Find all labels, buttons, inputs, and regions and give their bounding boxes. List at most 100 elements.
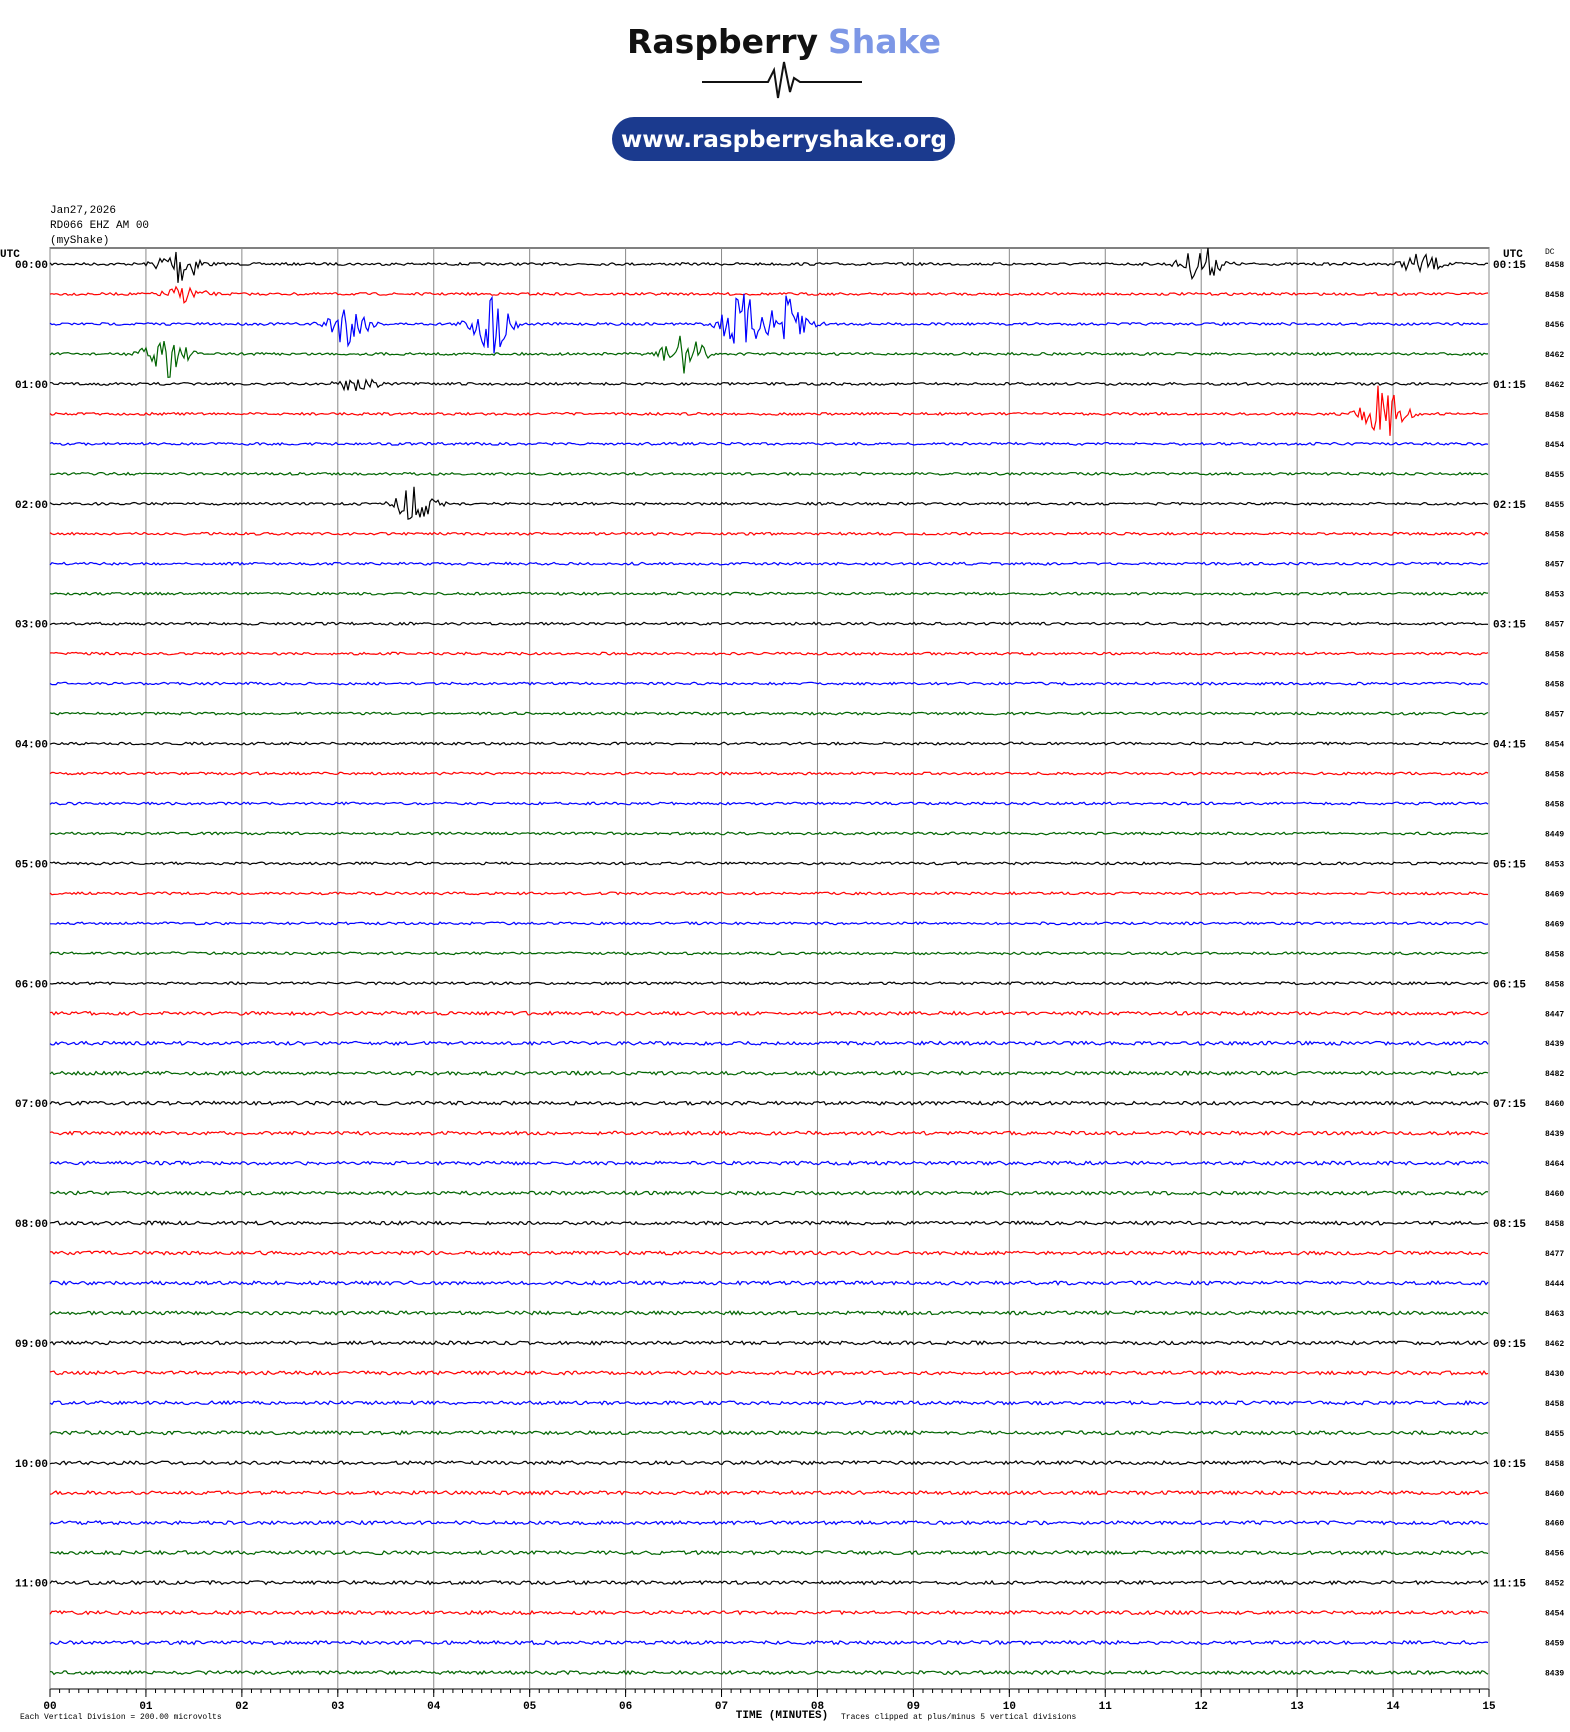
dc-value: 8456 <box>1545 321 1564 330</box>
trace <box>49 1130 1489 1136</box>
trace <box>49 711 1489 716</box>
trace <box>49 1400 1489 1406</box>
row-time-right: 10:15 <box>1493 1459 1526 1471</box>
row-time-right: 00:15 <box>1493 260 1526 272</box>
owner: (myShake) <box>50 235 109 247</box>
trace <box>49 1010 1489 1017</box>
x-axis-label: TIME (MINUTES) <box>736 1710 828 1722</box>
row-time-left: 07:00 <box>15 1099 48 1111</box>
dc-value: 8460 <box>1545 1490 1564 1499</box>
trace <box>49 891 1489 896</box>
row-time-left: 10:00 <box>15 1459 48 1471</box>
trace <box>49 591 1489 596</box>
logo-wave <box>702 61 862 99</box>
row-time-left: 01:00 <box>15 380 48 392</box>
trace <box>49 247 1489 283</box>
brand-light: Shake <box>828 22 941 61</box>
dc-value: 8457 <box>1545 711 1564 720</box>
x-tick-label: 13 <box>1291 1701 1305 1713</box>
trace <box>49 1250 1489 1256</box>
row-time-right: 01:15 <box>1493 380 1526 392</box>
brand: Raspberry Shake <box>627 22 941 61</box>
dc-value: 8464 <box>1545 1160 1564 1169</box>
trace <box>49 1310 1489 1316</box>
right-title: UTC <box>1503 249 1523 261</box>
trace <box>49 1220 1489 1226</box>
trace <box>49 1609 1489 1616</box>
dc-value: 8458 <box>1545 651 1564 660</box>
trace <box>49 1459 1489 1466</box>
row-time-left: 06:00 <box>15 979 48 991</box>
trace <box>49 1369 1489 1376</box>
trace <box>49 981 1489 986</box>
left-title: UTC <box>0 249 20 261</box>
dc-value: 8458 <box>1545 980 1564 989</box>
dc-value: 8458 <box>1545 1400 1564 1409</box>
dc-value: 8455 <box>1545 471 1564 480</box>
trace <box>49 285 1489 304</box>
trace <box>49 861 1489 866</box>
station: RD066 EHZ AM 00 <box>50 220 149 232</box>
trace <box>49 1340 1489 1346</box>
url: www.raspberryshake.org <box>621 127 947 153</box>
x-tick-label: 01 <box>139 1701 153 1713</box>
row-time-right: 04:15 <box>1493 740 1526 752</box>
row-time-right: 08:15 <box>1493 1219 1526 1231</box>
trace <box>49 1519 1489 1526</box>
row-time-right: 09:15 <box>1493 1339 1526 1351</box>
x-tick-label: 05 <box>523 1701 537 1713</box>
plot-frame <box>49 247 1490 1690</box>
dc-value: 8458 <box>1545 681 1564 690</box>
trace <box>49 1639 1489 1646</box>
dc-value: 8458 <box>1545 1220 1564 1229</box>
trace <box>49 1489 1489 1496</box>
dc-value: 8458 <box>1545 800 1564 809</box>
dc-value: 8454 <box>1545 1610 1564 1619</box>
dc-value: 8469 <box>1545 890 1564 899</box>
dc-value: 8458 <box>1545 291 1564 300</box>
clip-note: Traces clipped at plus/minus 5 vertical … <box>841 1713 1076 1722</box>
dc-value: 8454 <box>1545 741 1564 750</box>
row-time-left: 05:00 <box>15 859 48 871</box>
trace <box>49 1579 1489 1586</box>
trace <box>49 771 1489 776</box>
x-tick-label: 12 <box>1195 1701 1208 1713</box>
dc-value: 8462 <box>1545 1340 1564 1349</box>
row-time-right: 07:15 <box>1493 1099 1526 1111</box>
x-tick-label: 15 <box>1482 1701 1496 1713</box>
brand-dark: Raspberry <box>627 22 818 61</box>
dc-value: 8462 <box>1545 381 1564 390</box>
trace <box>49 293 1489 354</box>
trace <box>49 1280 1489 1286</box>
date: Jan27,2026 <box>50 205 116 217</box>
row-time-right: 05:15 <box>1493 859 1526 871</box>
dc-value: 8449 <box>1545 830 1564 839</box>
dc-value: 8457 <box>1545 561 1564 570</box>
trace <box>49 651 1489 656</box>
row-time-left: 02:00 <box>15 500 48 512</box>
row-time-left: 03:00 <box>15 620 48 632</box>
dc-value: 8482 <box>1545 1070 1564 1079</box>
url-pill <box>612 117 955 161</box>
trace <box>49 441 1489 446</box>
dc-value: 8458 <box>1545 950 1564 959</box>
trace <box>49 1669 1489 1676</box>
row-time-left: 00:00 <box>15 260 48 272</box>
trace <box>49 1160 1489 1167</box>
x-tick-label: 09 <box>907 1701 920 1713</box>
trace <box>49 831 1489 836</box>
row-time-right: 02:15 <box>1493 500 1526 512</box>
x-tick-label: 02 <box>235 1701 248 1713</box>
trace <box>49 801 1489 806</box>
dc-value: 8457 <box>1545 621 1564 630</box>
row-time-left: 09:00 <box>15 1339 48 1351</box>
trace <box>49 1070 1489 1077</box>
trace <box>49 1190 1489 1196</box>
dc-value: 8430 <box>1545 1370 1564 1379</box>
dc-value: 8444 <box>1545 1280 1564 1289</box>
dc-value: 8477 <box>1545 1250 1564 1259</box>
dc-value: 8460 <box>1545 1190 1564 1199</box>
trace <box>49 531 1489 536</box>
trace <box>49 1040 1489 1047</box>
